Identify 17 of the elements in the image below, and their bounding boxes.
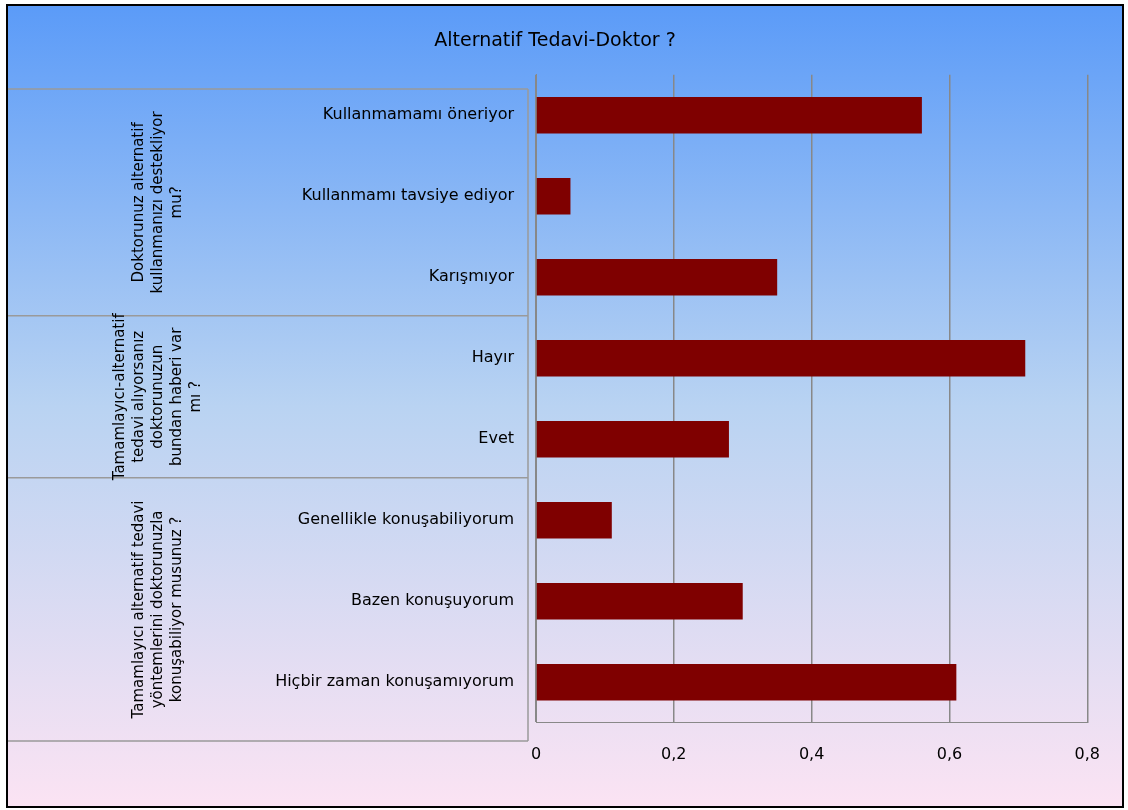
y-tick-label: Kullanmamamı öneriyor [322,104,515,124]
x-tick-label: 0,8 [1074,743,1100,763]
text: Tamamlayıcı alternatif tedavi yöntemlerini doktorunuzla konuşabiliyor musunuz ? [128,500,185,720]
x-tick-label: 0,4 [798,743,825,763]
y-tick-label: Evet [478,428,514,448]
x-tick-label: 0,6 [936,743,963,763]
text: Tamamlayıcı-alternatif tedavi alıyorsanız doktorunuzun bundan haberi var mı ? [109,312,204,482]
y-tick-label: Hayır [471,347,515,367]
y-tick-label: Genellikle konuşabiliyorum [297,509,514,529]
y-tick-label: Karışmıyor [428,266,515,286]
x-tick-label: 0 [530,743,542,763]
x-tick-label: 0,2 [661,743,687,763]
text: Doktorunuz alternatif kullanmanızı destekliyor mu? [128,110,185,294]
chart-title: Alternatif Tedavi-Doktor ? [434,28,676,51]
y-tick-label: Bazen konuşuyorum [350,590,514,610]
y-tick-label: Kullanmamı tavsiye ediyor [301,185,515,205]
y-tick-label: Hiçbir zaman konuşamıyorum [275,671,514,691]
